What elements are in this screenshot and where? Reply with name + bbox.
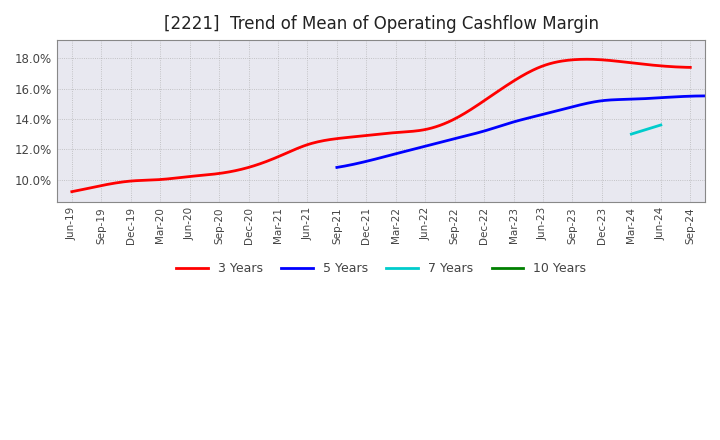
Legend: 3 Years, 5 Years, 7 Years, 10 Years: 3 Years, 5 Years, 7 Years, 10 Years <box>171 257 591 280</box>
Title: [2221]  Trend of Mean of Operating Cashflow Margin: [2221] Trend of Mean of Operating Cashfl… <box>163 15 598 33</box>
